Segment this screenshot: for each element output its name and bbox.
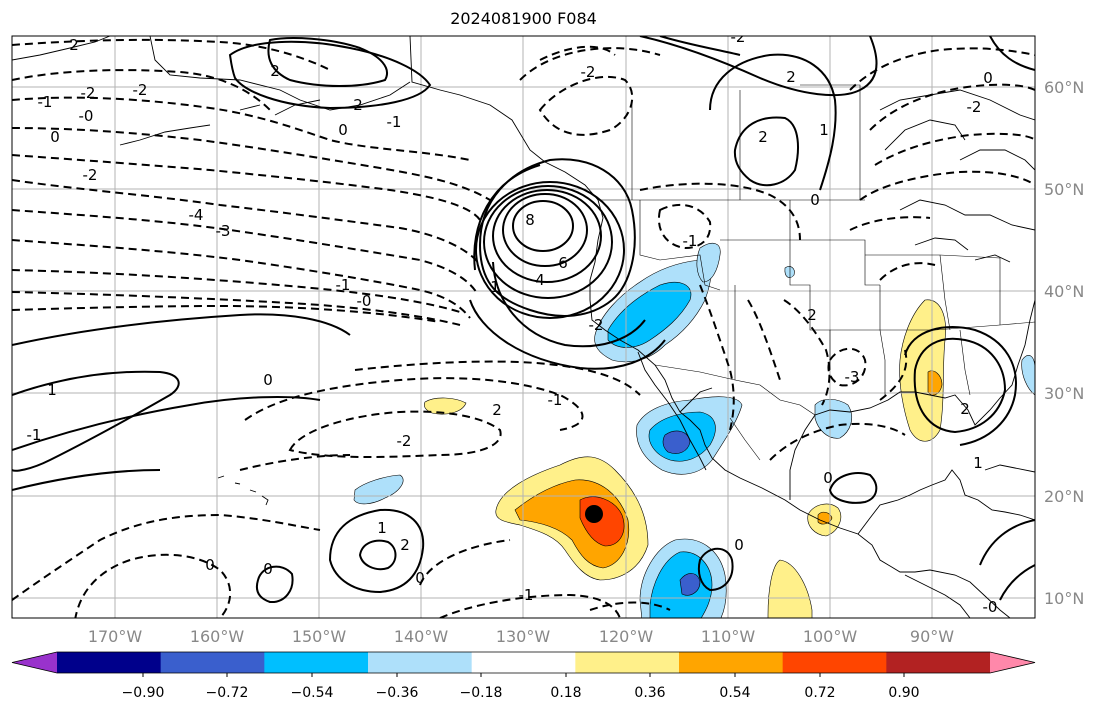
contour-label: -1 xyxy=(387,113,402,131)
contour-label: 0 xyxy=(983,69,993,87)
contour-label: -2 xyxy=(731,28,746,46)
longitude-axis: 170°W 160°W 150°W 140°W 130°W 120°W 110°… xyxy=(88,627,954,646)
contour-label: -0 xyxy=(357,292,372,310)
contour-label: -2 xyxy=(81,84,96,102)
lon-label: 140°W xyxy=(394,627,449,646)
colorbar-tick-label: −0.90 xyxy=(122,685,165,701)
colorbar-tick-label: −0.54 xyxy=(291,685,334,701)
colorbar-segment xyxy=(782,652,887,673)
graticule xyxy=(12,36,1035,618)
colorbar-tick-label: −0.18 xyxy=(460,685,503,701)
contour-label: -2 xyxy=(589,316,604,334)
contour-label: 0 xyxy=(263,560,273,578)
contour-label: -2 xyxy=(581,63,596,81)
contour-label: 2 xyxy=(400,536,410,554)
colorbar-extend-high xyxy=(990,652,1035,673)
lat-label: 10°N xyxy=(1044,589,1084,608)
contour-labels: 2 -1 -2 -2 0 -0 2 0 -1 -2 -4 -3 8 6 4 1 … xyxy=(27,28,998,616)
colorbar-segment xyxy=(886,652,991,673)
contour-label: 2 xyxy=(786,68,796,86)
contour-label: 4 xyxy=(535,271,545,289)
colorbar-ticks: −0.90 −0.72 −0.54 −0.36 −0.18 0.18 0.36 … xyxy=(122,685,920,701)
lon-label: 130°W xyxy=(496,627,551,646)
contour-label: 0 xyxy=(205,556,215,574)
colorbar-extend-low xyxy=(12,652,57,673)
contour-label: 0 xyxy=(263,371,273,389)
colorbar-segment xyxy=(264,652,369,673)
lat-label: 20°N xyxy=(1044,487,1084,506)
colorbar-segment xyxy=(575,652,680,673)
map-frame xyxy=(11,35,1036,619)
contour-label: 8 xyxy=(525,211,535,229)
contour-label: 0 xyxy=(823,469,833,487)
lat-label: 60°N xyxy=(1044,78,1084,97)
contour-label: 2 xyxy=(960,400,970,418)
contour-label: 2 xyxy=(353,96,363,114)
contour-label: -4 xyxy=(189,206,204,224)
lon-label: 170°W xyxy=(88,627,143,646)
lon-label: 110°W xyxy=(701,627,756,646)
colorbar-tick-label: −0.72 xyxy=(206,685,249,701)
contour-label: 2 xyxy=(270,62,280,80)
colorbar-segment xyxy=(368,652,473,673)
contour-label: 2 xyxy=(492,401,502,419)
contour-label: -3 xyxy=(845,368,860,386)
contour-label: 1 xyxy=(819,121,829,139)
negative-contours xyxy=(12,38,1035,618)
colorbar-tick-label: 0.18 xyxy=(550,685,581,701)
contour-label: 0 xyxy=(50,128,60,146)
storm-center-marker xyxy=(585,505,603,523)
lat-label: 50°N xyxy=(1044,180,1084,199)
contour-label: -3 xyxy=(216,222,231,240)
colorbar-tick-label: 0.72 xyxy=(804,685,835,701)
contour-label: -2 xyxy=(397,432,412,450)
contour-label: 1 xyxy=(47,381,57,399)
colorbar-tick-label: −0.36 xyxy=(376,685,419,701)
lat-label: 30°N xyxy=(1044,384,1084,403)
lon-label: 100°W xyxy=(803,627,858,646)
lon-label: 120°W xyxy=(599,627,654,646)
map-title: 2024081900 F084 xyxy=(450,9,597,28)
contour-label: -2 xyxy=(133,81,148,99)
contour-label: 2 xyxy=(807,306,817,324)
contour-label: -0 xyxy=(79,107,94,125)
colorbar-segment xyxy=(679,652,784,673)
lon-label: 160°W xyxy=(190,627,245,646)
coastlines xyxy=(12,36,1035,618)
colorbar-tick-label: 0.54 xyxy=(719,685,750,701)
contour-label: -1 xyxy=(336,276,351,294)
colorbar-outline xyxy=(11,651,1036,674)
contour-label: 2 xyxy=(69,36,79,54)
contour-label: -1 xyxy=(548,391,563,409)
contour-label: 2 xyxy=(758,128,768,146)
contour-label: -1 xyxy=(683,232,698,250)
contour-label: 0 xyxy=(415,569,425,587)
contour-label: 1 xyxy=(377,519,387,537)
colorbar-tick-label: 0.36 xyxy=(634,685,665,701)
lat-label: 40°N xyxy=(1044,282,1084,301)
contour-label: 1 xyxy=(973,454,983,472)
colorbar-segment xyxy=(471,652,576,673)
positive-contours xyxy=(12,36,1035,604)
colorbar-segment xyxy=(160,652,265,673)
contour-label: -0 xyxy=(983,598,998,616)
contour-label: 0 xyxy=(810,191,820,209)
contour-label: 0 xyxy=(734,536,744,554)
colorbar-tick-label: 0.90 xyxy=(888,685,919,701)
contour-label: -1 xyxy=(38,93,53,111)
colorbar-segment xyxy=(57,652,162,673)
contour-label: -2 xyxy=(83,166,98,184)
contour-label: 6 xyxy=(558,254,568,272)
contour-label: 0 xyxy=(338,121,348,139)
contour-label: 1 xyxy=(490,278,500,296)
contour-label: -1 xyxy=(519,586,534,604)
lon-label: 90°W xyxy=(910,627,954,646)
colorbar xyxy=(11,651,1036,677)
contour-label: -2 xyxy=(967,98,982,116)
lon-label: 150°W xyxy=(292,627,347,646)
contour-label: -1 xyxy=(27,426,42,444)
latitude-axis: 60°N 50°N 40°N 30°N 20°N 10°N xyxy=(1044,78,1084,608)
